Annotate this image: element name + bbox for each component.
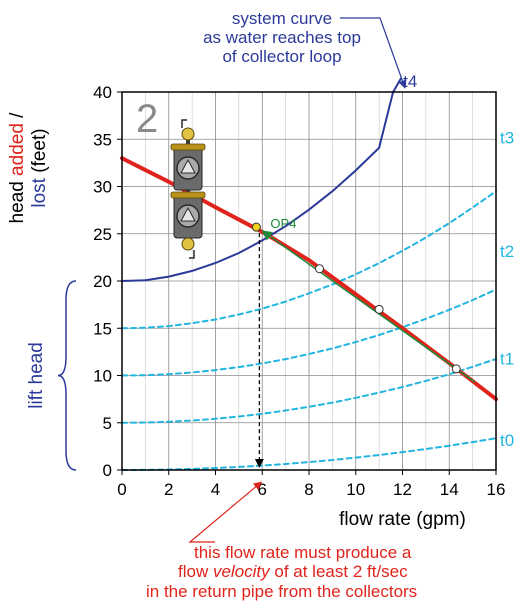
annotation-top-line: system curve: [232, 9, 332, 28]
annotation-bottom-line2: flow velocity of at least 2 ft/sec: [178, 562, 408, 581]
y-axis-label-line2: lost (feet): [29, 128, 50, 207]
panel-label: 2: [136, 97, 158, 141]
annotation-bottom-leader: [188, 481, 263, 543]
y-tick-label: 20: [93, 272, 112, 291]
operating-point: [315, 264, 325, 274]
y-tick-label: 10: [93, 367, 112, 386]
y-tick-label: 5: [103, 414, 112, 433]
x-tick-label: 12: [393, 480, 412, 499]
y-tick-label: 40: [93, 83, 112, 102]
pump-icon: [170, 119, 206, 259]
operating-point: [374, 304, 384, 314]
point-label-op4: OP4: [270, 216, 296, 231]
x-tick-label: 6: [258, 480, 267, 499]
pump-valve-handle: [189, 250, 195, 259]
guides-layer: [254, 230, 476, 468]
annotation-top-line: of collector loop: [222, 47, 341, 66]
pump-flange: [170, 191, 206, 199]
grid: [122, 92, 496, 470]
annotation-bottom-line1: this flow rate must produce a: [194, 543, 412, 562]
annotation-bottom-line3: in the return pipe from the collectors: [146, 582, 417, 601]
y-tick-label: 30: [93, 178, 112, 197]
pump-flange: [170, 143, 206, 151]
y-tick-label: 25: [93, 225, 112, 244]
x-tick-label: 8: [304, 480, 313, 499]
pump-arrow-icon: [180, 206, 196, 222]
green-trend-arrow: [261, 230, 476, 383]
x-tick-label: 10: [346, 480, 365, 499]
annotation-top-line: as water reaches top: [203, 28, 361, 47]
y-tick-label: 35: [93, 130, 112, 149]
y-axis-label-part: /: [7, 112, 28, 123]
pump-valve-top: [181, 127, 195, 141]
lift-head-label: lift head: [26, 342, 47, 409]
series-t0-curve: [121, 437, 497, 471]
annotation-bottom-part: of at least 2 ft/sec: [270, 562, 408, 581]
y-axis-label-part: lost: [29, 177, 50, 207]
curve-label-t0: t0: [500, 431, 514, 450]
x-tick-label: 14: [440, 480, 459, 499]
y-axis-label-part: added: [7, 123, 28, 176]
y-tick-label: 15: [93, 319, 112, 338]
curve-label-t2: t2: [500, 242, 514, 261]
pump-valve-handle: [181, 119, 187, 128]
series-t2-curve: [121, 288, 497, 377]
operating-point: [451, 364, 461, 374]
x-tick-label: 0: [117, 480, 126, 499]
curve-label-t3: t3: [500, 128, 514, 147]
points-layer: OP4: [251, 216, 461, 374]
x-tick-label: 4: [211, 480, 220, 499]
x-axis-label: flow rate (gpm): [339, 509, 466, 530]
y-axis-label-part: (feet): [29, 128, 50, 178]
axes-layer: 0 2 4 6 8 10 12 14 16 0 5 10 15 20 25 30 35 40: [93, 83, 505, 499]
t4-curve-extension: [392, 77, 403, 93]
curve-label-t4: t4: [403, 72, 417, 91]
annotation-top-leader: [340, 17, 407, 89]
curve-label-t1: t1: [500, 349, 514, 368]
y-axis-label-line1: head added /: [7, 112, 28, 224]
pump-arrow-icon: [180, 158, 196, 174]
series-t1-curve: [121, 358, 497, 424]
x-tick-label: 16: [487, 480, 506, 499]
y-tick-label: 0: [103, 461, 112, 480]
annotation-bottom-part: flow: [178, 562, 213, 581]
operating-point-op4: [251, 222, 261, 232]
series-t3-curve: [121, 190, 497, 330]
pump-valve-bottom: [181, 237, 195, 251]
lift-head-brace: [57, 280, 77, 471]
annotation-bottom-part: velocity: [213, 562, 271, 581]
y-axis-label-part: head: [7, 176, 28, 224]
x-tick-label: 2: [164, 480, 173, 499]
